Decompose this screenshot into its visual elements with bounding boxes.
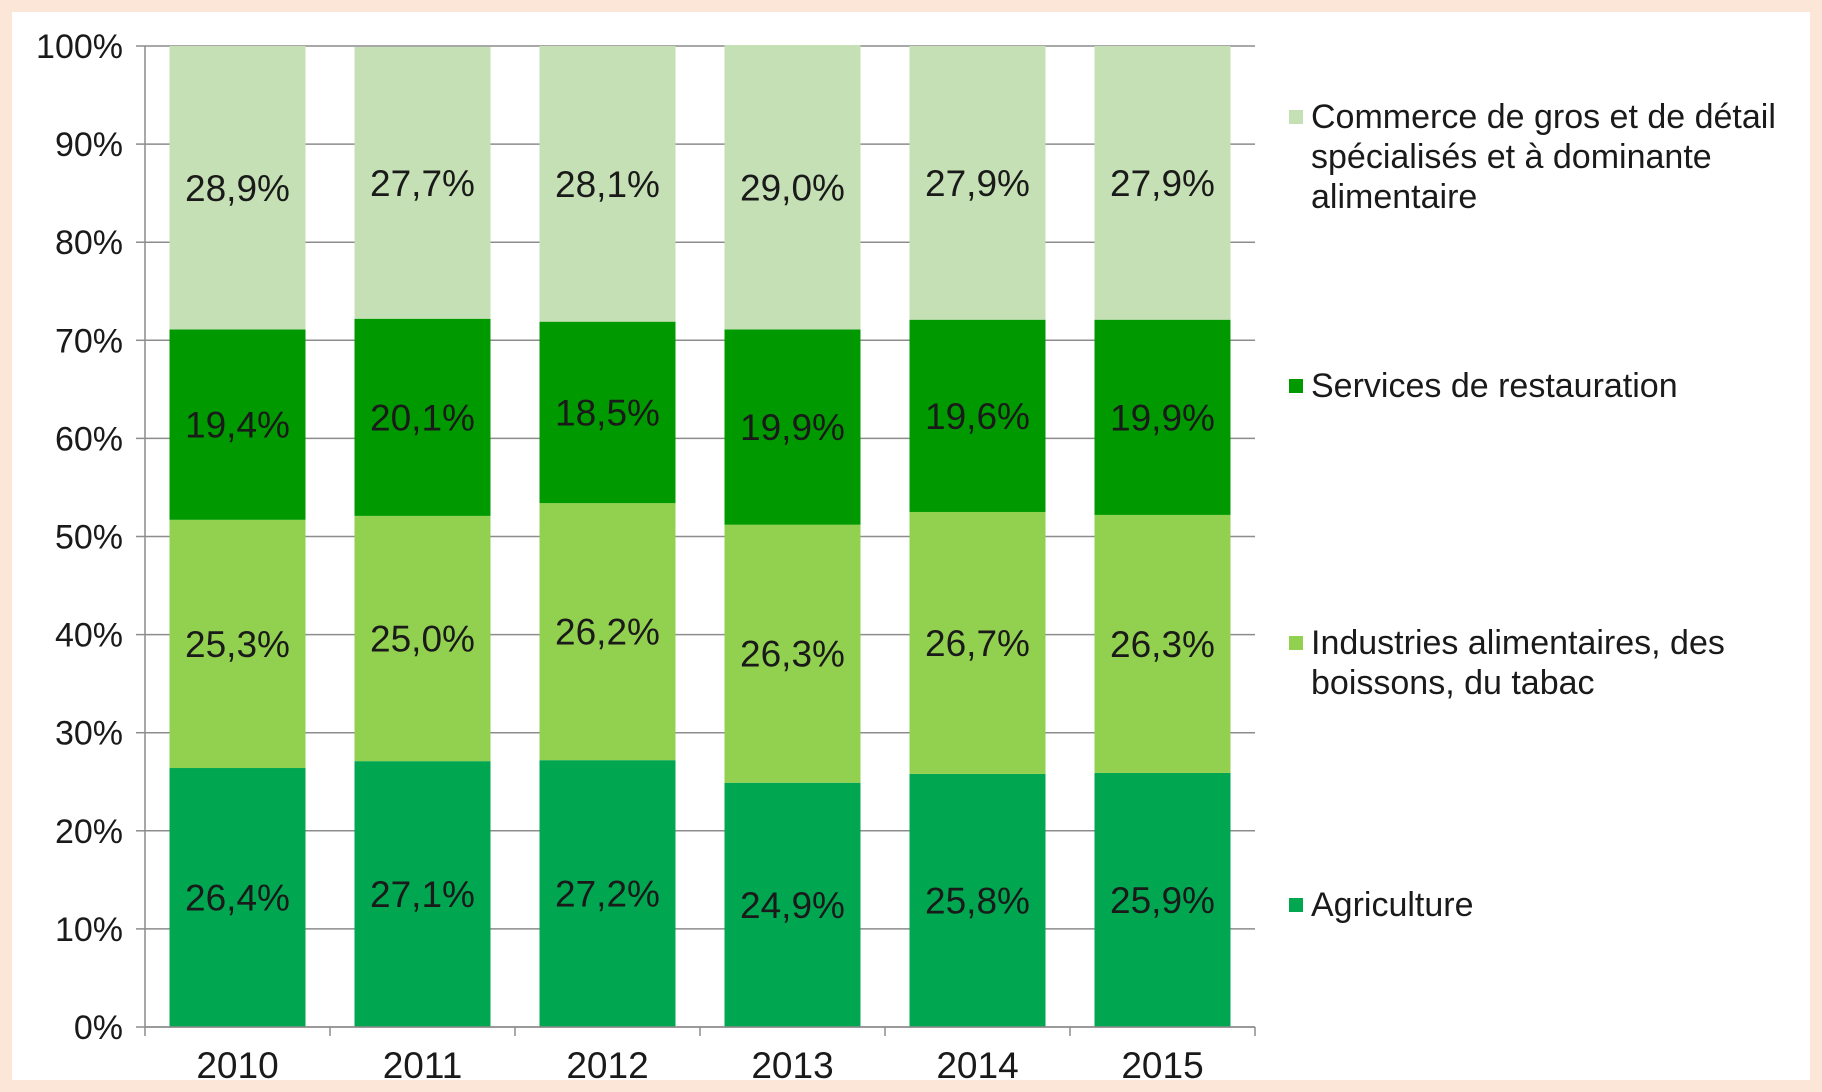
- x-tick-label: 2015: [1121, 1045, 1203, 1080]
- legend-label-line: Commerce de gros et de détail: [1311, 98, 1776, 136]
- bar-segment: [354, 515, 491, 762]
- bar-segment: [539, 503, 676, 761]
- legend-swatch: [1289, 636, 1303, 650]
- legend-label-line: spécialisés et à dominante: [1311, 138, 1712, 176]
- bar-segment: [909, 319, 1046, 512]
- legend-swatch: [1289, 379, 1303, 393]
- bar-segment: [1094, 46, 1231, 320]
- data-label: 25,0%: [370, 619, 475, 660]
- y-tick-label: 100%: [36, 28, 123, 66]
- data-label: 19,9%: [740, 407, 845, 448]
- y-tick-label: 10%: [55, 911, 123, 949]
- bar-segment: [1094, 319, 1231, 515]
- legend-label: Commerce de gros et de détail spécialisés…: [1311, 98, 1776, 216]
- data-label: 26,3%: [740, 634, 845, 675]
- bars: 26,4% 25,3% 19,4% 28,9% 27,1% 25,0% 20,1% 27,7%…: [169, 45, 1231, 1027]
- bar-segment: [724, 329, 861, 525]
- data-label: 27,7%: [370, 163, 475, 204]
- bar-segment: [539, 46, 676, 322]
- legend-label-line: Agriculture: [1311, 886, 1474, 924]
- bar-segment: [724, 524, 861, 783]
- legend-label-line: boissons, du tabac: [1311, 664, 1595, 702]
- bar-segment: [169, 329, 306, 520]
- legend-label-line: Services de restauration: [1311, 367, 1678, 405]
- y-tick-label: 0%: [74, 1009, 123, 1047]
- y-tick-label: 70%: [55, 322, 123, 360]
- y-tick-label: 80%: [55, 224, 123, 262]
- data-label: 26,2%: [555, 612, 660, 653]
- data-label: 19,6%: [925, 396, 1030, 437]
- data-label: 26,4%: [185, 878, 290, 919]
- x-tick-label: 2011: [383, 1045, 463, 1080]
- data-label: 18,5%: [555, 392, 660, 433]
- axes: 0% 10% 20% 30% 40% 50% 60% 70% 80% 90% 100% 2010 201…: [36, 28, 1256, 1086]
- data-label: 25,8%: [925, 880, 1030, 921]
- bar-segment: [909, 511, 1046, 774]
- y-tick-label: 50%: [55, 519, 123, 557]
- bar-segment: [909, 773, 1046, 1027]
- data-label: 19,4%: [185, 405, 290, 446]
- legend-label-line: Industries alimentaires, des: [1311, 624, 1725, 662]
- bar-segment: [909, 46, 1046, 320]
- data-label: 20,1%: [370, 397, 475, 438]
- x-tick-label: 2013: [751, 1045, 833, 1080]
- y-tick-label: 30%: [55, 715, 123, 753]
- stacked-bar-chart: 26,4% 25,3% 19,4% 28,9% 27,1% 25,0% 20,1% 27,7%…: [36, 28, 1776, 1086]
- bar-segment: [354, 46, 491, 319]
- y-tick-label: 60%: [55, 420, 123, 458]
- y-tick-label: 20%: [55, 813, 123, 851]
- x-tick-label: 2012: [566, 1045, 648, 1080]
- gridlines: [145, 45, 1255, 1028]
- legend-swatch: [1289, 110, 1303, 124]
- data-label: 27,9%: [925, 163, 1030, 204]
- bar-segment: [169, 46, 306, 330]
- legend: Agriculture Industries alimentaires, des b…: [1289, 98, 1776, 924]
- data-label: 27,2%: [555, 874, 660, 915]
- bar-segment: [724, 45, 861, 330]
- data-label: 24,9%: [740, 885, 845, 926]
- data-label: 26,7%: [925, 623, 1030, 664]
- data-label: 25,9%: [1110, 880, 1215, 921]
- data-label: 28,1%: [555, 164, 660, 205]
- x-tick-label: 2010: [196, 1045, 278, 1080]
- legend-label-line: alimentaire: [1311, 178, 1477, 216]
- bar-segment: [724, 782, 861, 1027]
- bar-segment: [169, 768, 306, 1027]
- chart-panel: 26,4% 25,3% 19,4% 28,9% 27,1% 25,0% 20,1% 27,7%…: [12, 12, 1810, 1086]
- bar-segment: [354, 318, 491, 516]
- legend-label: Industries alimentaires, des boissons, du…: [1311, 624, 1725, 702]
- data-label: 19,9%: [1110, 397, 1215, 438]
- legend-swatch: [1289, 898, 1303, 912]
- y-tick-label: 90%: [55, 126, 123, 164]
- bar-segment: [169, 519, 306, 769]
- x-tick-label: 2014: [936, 1045, 1018, 1080]
- bar-segment: [539, 760, 676, 1027]
- data-label: 26,3%: [1110, 624, 1215, 665]
- data-label: 28,9%: [185, 168, 290, 209]
- bar-segment: [354, 761, 491, 1027]
- bar-segment: [1094, 772, 1231, 1027]
- legend-label: Agriculture: [1311, 886, 1474, 924]
- data-label: 27,9%: [1110, 163, 1215, 204]
- data-label: 27,1%: [370, 874, 475, 915]
- bar-segment: [539, 321, 676, 504]
- data-label: 25,3%: [185, 624, 290, 665]
- y-tick-label: 40%: [55, 617, 123, 655]
- legend-label: Services de restauration: [1311, 367, 1678, 405]
- data-label: 29,0%: [740, 167, 845, 208]
- bar-segment: [1094, 514, 1231, 773]
